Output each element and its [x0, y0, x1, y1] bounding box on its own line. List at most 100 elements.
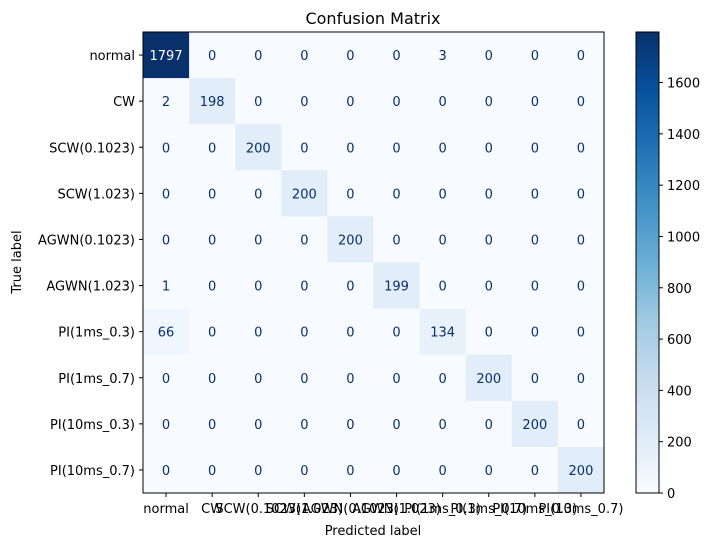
- heatmap-cell: [465, 400, 513, 448]
- colorbar-tick-label: 1400: [667, 128, 700, 143]
- cell-value: 199: [384, 280, 409, 295]
- heatmap-cell: [373, 400, 421, 448]
- y-tick-label: PI(10ms_0.7): [50, 464, 135, 479]
- cell-value: 200: [522, 418, 547, 433]
- heatmap-cell: [373, 32, 421, 79]
- cell-value: 0: [485, 49, 493, 64]
- heatmap-cell: [235, 446, 282, 494]
- heatmap-cell: [373, 78, 421, 125]
- x-tick-label: PI(1ms_0.7): [450, 502, 527, 517]
- cell-value: 0: [392, 49, 400, 64]
- y-tick-label: CW: [113, 95, 135, 110]
- cell-value: 0: [392, 141, 400, 156]
- heatmap-cell: [143, 124, 190, 171]
- heatmap-cell: [143, 400, 190, 448]
- heatmap-cell: [373, 354, 421, 402]
- cell-value: 0: [254, 233, 262, 248]
- x-axis-ticks: normal CWSCW(0.1023)SCW(1.023)AGWN(0.1023…: [143, 493, 623, 517]
- heatmap-cell: [189, 32, 236, 79]
- heatmap-cell: [465, 446, 513, 494]
- cell-value: 0: [254, 464, 262, 479]
- cell-value: 0: [162, 418, 170, 433]
- heatmap-cell: [557, 262, 605, 310]
- heatmap-cell: [419, 216, 467, 263]
- cell-value: 0: [531, 372, 539, 387]
- cell-value: 0: [485, 95, 493, 110]
- cell-value: 0: [254, 95, 262, 110]
- colorbar-tick-label: 0: [667, 487, 675, 502]
- heatmap-cell: [189, 124, 236, 171]
- cell-value: 2: [162, 95, 170, 110]
- heatmap-cell: [235, 354, 282, 402]
- cell-value: 0: [346, 280, 354, 295]
- cell-value: 0: [300, 233, 308, 248]
- heatmap-cell: [465, 78, 513, 125]
- x-tick-label: SCW(1.023): [266, 502, 344, 517]
- cell-value: 0: [485, 418, 493, 433]
- cell-value: 0: [208, 280, 216, 295]
- cell-value: 0: [300, 49, 308, 64]
- heatmap-cell: [235, 32, 282, 79]
- cell-value: 0: [392, 95, 400, 110]
- cell-value: 0: [300, 95, 308, 110]
- cell-value: 0: [346, 95, 354, 110]
- heatmap-cell: [189, 262, 236, 310]
- y-tick-label: AGWN(0.1023): [38, 233, 135, 248]
- cell-value: 0: [577, 49, 585, 64]
- cell-value: 198: [200, 95, 225, 110]
- cell-value: 0: [162, 464, 170, 479]
- cell-value: 0: [208, 187, 216, 202]
- heatmap-cell: [143, 354, 190, 402]
- heatmap-cell: [419, 170, 467, 217]
- heatmap-cell: [557, 446, 605, 494]
- heatmap-cell: [235, 216, 282, 263]
- cell-value: 0: [392, 372, 400, 387]
- heatmap-cell: [327, 308, 374, 356]
- cell-value: 0: [577, 187, 585, 202]
- heatmap-cell: [557, 216, 605, 263]
- colorbar-tick-label: 800: [667, 282, 692, 297]
- heatmap-cell: [189, 446, 236, 494]
- heatmap-cell: [465, 262, 513, 310]
- cell-value: 0: [392, 326, 400, 341]
- cell-value: 0: [254, 418, 262, 433]
- heatmap-cell: [281, 262, 328, 310]
- cell-value: 0: [208, 464, 216, 479]
- cell-value: 0: [208, 49, 216, 64]
- cell-value: 0: [439, 464, 447, 479]
- heatmap-cell: [511, 400, 559, 448]
- heatmap-cell: [373, 308, 421, 356]
- heatmap-cell: [235, 78, 282, 125]
- heatmap-cell: [327, 78, 374, 125]
- heatmap-cell: [557, 124, 605, 171]
- heatmap-cell: [419, 262, 467, 310]
- heatmap-cell: [557, 354, 605, 402]
- cell-value: 0: [485, 233, 493, 248]
- cell-value: 0: [208, 372, 216, 387]
- heatmap-cell: [235, 400, 282, 448]
- heatmap-cell: [373, 446, 421, 494]
- colorbar-tick-label: 1000: [667, 230, 700, 245]
- x-tick-label: normal: [143, 502, 189, 517]
- cell-value: 0: [577, 326, 585, 341]
- cell-value: 0: [531, 95, 539, 110]
- x-tick-label: AGWN(1.023): [352, 502, 441, 517]
- heatmap-cell: [327, 400, 374, 448]
- chart-title: Confusion Matrix: [305, 9, 440, 28]
- heatmap-cell: [189, 170, 236, 217]
- cell-value: 0: [208, 418, 216, 433]
- heatmap-cell: [419, 354, 467, 402]
- heatmap-cell: [557, 170, 605, 217]
- y-tick-label: PI(1ms_0.3): [58, 326, 135, 341]
- heatmap-cell: [327, 124, 374, 171]
- y-axis-label: True label: [10, 230, 25, 294]
- cell-value: 0: [439, 95, 447, 110]
- cell-value: 0: [439, 372, 447, 387]
- heatmap-cell: [511, 262, 559, 310]
- cell-value: 0: [162, 233, 170, 248]
- cell-value: 66: [158, 326, 175, 341]
- cell-value: 0: [346, 326, 354, 341]
- heatmap-cell: [419, 446, 467, 494]
- heatmap-cell: [511, 78, 559, 125]
